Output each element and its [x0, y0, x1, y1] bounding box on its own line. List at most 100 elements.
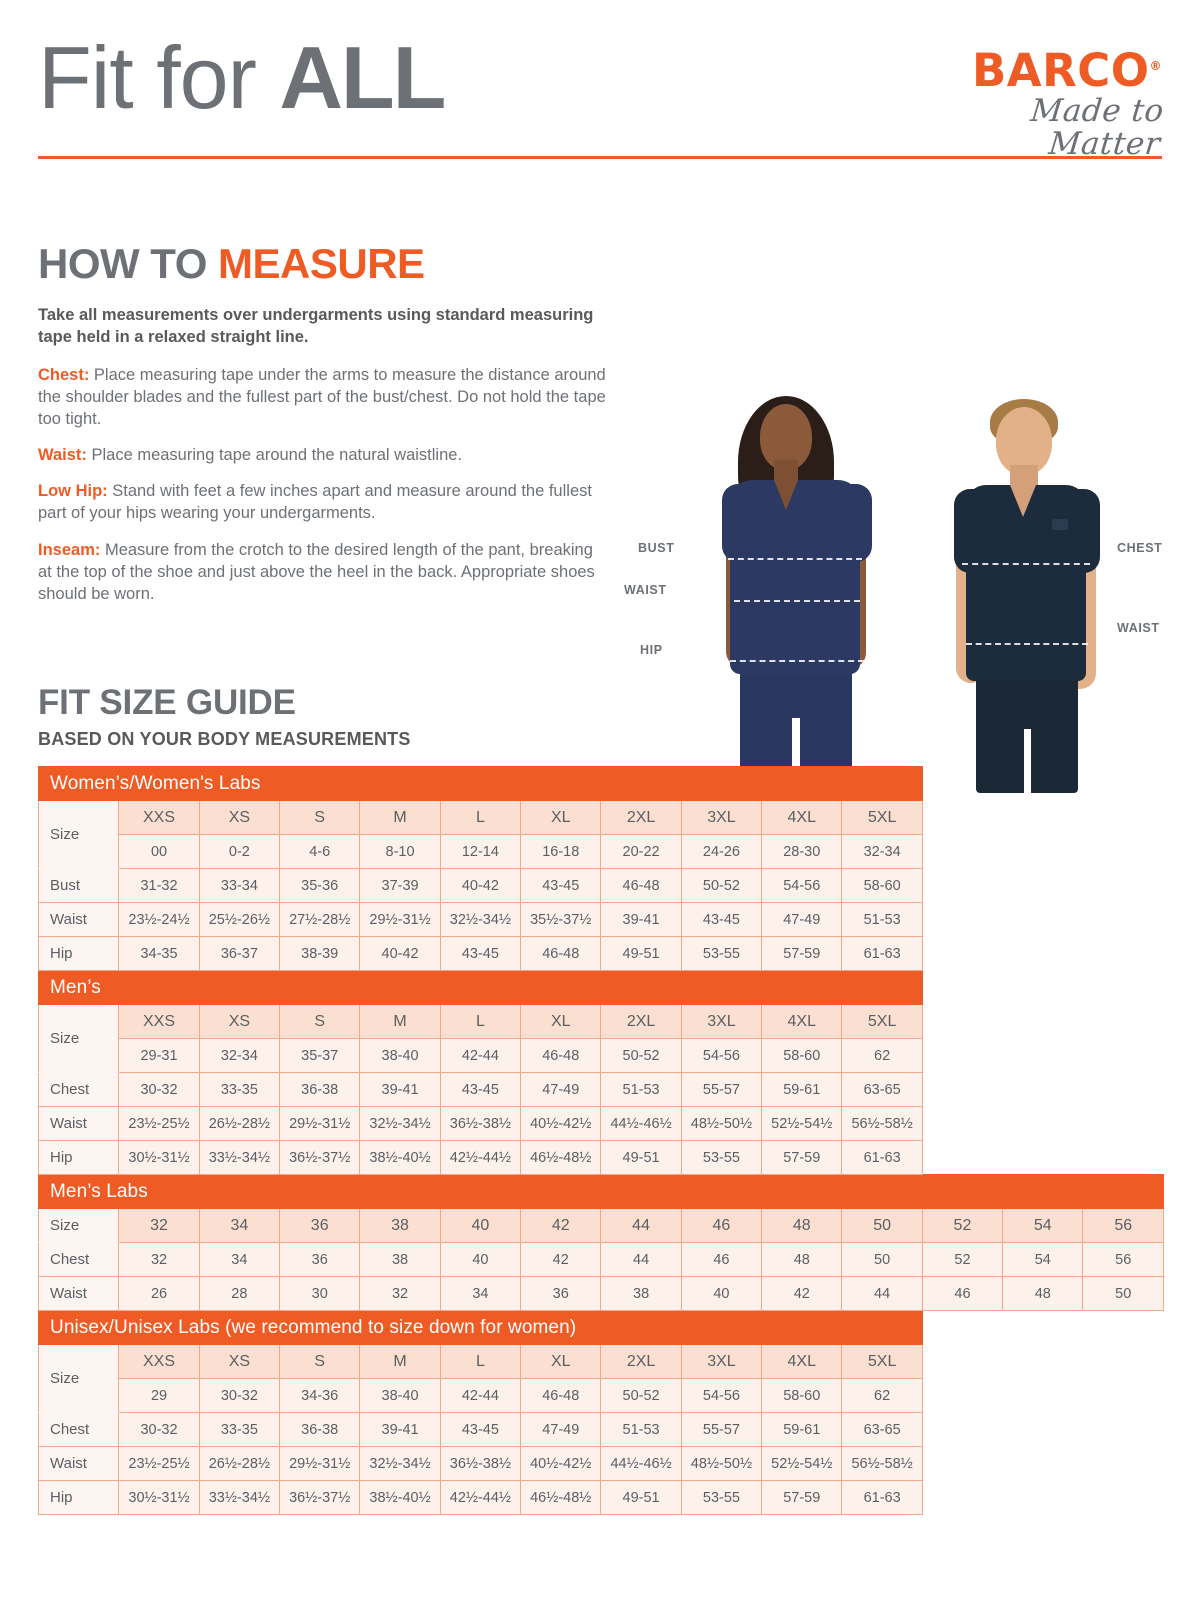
female-left-sleeve: [722, 484, 762, 562]
size-header-cell: 54: [1002, 1208, 1084, 1243]
numeric-size-cell: 46-48: [520, 1378, 602, 1413]
heading-plain: HOW TO: [38, 240, 219, 287]
table-band-unisex-unisex-labs-we-recommend-to-size-down-for-women: Unisex/Unisex Labs (we recommend to size…: [38, 1310, 1164, 1345]
numeric-size-cell: 32-34: [198, 1038, 281, 1073]
measurement-cell: 42½-44½: [439, 1140, 522, 1175]
size-header-cell: 34: [198, 1208, 281, 1243]
measurement-cell: 26½-28½: [198, 1446, 281, 1481]
measurement-cell: 48: [1002, 1276, 1084, 1311]
size-header-cell: 3XL: [680, 1344, 763, 1379]
size-row-label: Size: [37, 1208, 120, 1243]
measurement-cell: 53-55: [680, 1480, 763, 1515]
measurement-cell: 51-53: [600, 1072, 682, 1107]
numeric-size-cell: 29-31: [118, 1038, 200, 1073]
measurement-cell: 39-41: [359, 1072, 441, 1107]
measurement-cell: 36: [520, 1276, 602, 1311]
measurement-cell: 36: [279, 1242, 361, 1277]
measurement-cell: 48½-50½: [680, 1106, 763, 1141]
measurement-cell: 49-51: [600, 1140, 682, 1175]
measurement-cell: 53-55: [680, 1140, 763, 1175]
measure-item-chest: Chest: Place measuring tape under the ar…: [38, 364, 608, 430]
measurement-cell: 28: [198, 1276, 281, 1311]
barco-wordmark-text: BARCO: [971, 44, 1150, 97]
female-pants-gap: [792, 718, 800, 788]
male-model-figure: [940, 393, 1130, 793]
measurement-cell: 48: [761, 1242, 843, 1277]
size-header-cell: XS: [198, 800, 281, 835]
measurement-cell: 43-45: [680, 902, 763, 937]
measurement-cell: 52½-54½: [761, 1106, 843, 1141]
measurement-cell: 43-45: [520, 868, 602, 903]
fit-size-guide-section-header: FIT SIZE GUIDE BASED ON YOUR BODY MEASUR…: [38, 685, 411, 750]
page-title-light: Fit for: [38, 28, 280, 127]
measurement-cell: 51-53: [600, 1412, 682, 1447]
measurement-cell: 34: [439, 1276, 522, 1311]
size-header-cell: 5XL: [841, 1004, 923, 1039]
numeric-size-cell: 16-18: [520, 834, 602, 869]
measurement-cell: 30-32: [118, 1072, 200, 1107]
size-header-cell: 52: [921, 1208, 1004, 1243]
male-waist-label: WAIST: [1117, 621, 1160, 635]
barco-logo: BARCO® Made to Matter: [932, 48, 1166, 162]
measure-item-inseam-text: Measure from the crotch to the desired l…: [38, 540, 595, 603]
female-right-sleeve: [828, 484, 872, 562]
measurement-cell: 29½-31½: [359, 902, 441, 937]
measurement-cell: 57-59: [761, 1480, 843, 1515]
measurement-cell: 51-53: [841, 902, 923, 937]
size-row-label: Size: [37, 1344, 120, 1413]
size-header-row: Size 32 34 36 38 40 42 44 46 48 50 52 54 56: [37, 1208, 1164, 1243]
measure-item-inseam: Inseam: Measure from the crotch to the d…: [38, 539, 608, 605]
measurement-cell: 54: [1002, 1242, 1084, 1277]
measurement-cell: 52: [921, 1242, 1004, 1277]
measurement-cell: 32: [359, 1276, 441, 1311]
measurement-cell: 43-45: [439, 936, 522, 971]
measurement-cell: 29½-31½: [279, 1446, 361, 1481]
numeric-size-cell: 54-56: [680, 1038, 763, 1073]
measurement-cell: 32½-34½: [439, 902, 522, 937]
measurement-row-label: Chest: [37, 1242, 120, 1277]
size-header-cell: S: [279, 800, 361, 835]
measurement-cell: 36-38: [279, 1072, 361, 1107]
size-header-row: Size XXS XS S M L XL 2XL 3XL 4XL 5XL: [37, 1004, 1164, 1073]
measurement-cell: 53-55: [680, 936, 763, 971]
header-divider: [38, 156, 1162, 159]
female-neck: [774, 460, 798, 480]
measurement-cell: 52½-54½: [761, 1446, 843, 1481]
numeric-size-cell: 28-30: [761, 834, 843, 869]
fit-size-guide-subtitle: BASED ON YOUR BODY MEASUREMENTS: [38, 729, 411, 749]
measurement-cell: 23½-24½: [118, 902, 200, 937]
size-header-cell: 36: [279, 1208, 361, 1243]
measurement-cell: 36-37: [198, 936, 281, 971]
barco-tagline: Made to Matter: [1028, 93, 1166, 162]
waist-measure-line: [734, 600, 860, 602]
measure-intro-text: Take all measurements over undergarments…: [38, 306, 594, 346]
size-tables: Women’s/Women's Labs Size XXS XS S M L XL 2XL 3XL…: [37, 766, 1164, 1515]
measurement-cell: 44½-46½: [600, 1446, 682, 1481]
numeric-size-cell: 00: [118, 834, 200, 869]
measurement-cell: 55-57: [680, 1072, 763, 1107]
measurement-cell: 30½-31½: [118, 1480, 200, 1515]
measurement-cell: 46: [680, 1242, 763, 1277]
size-header-cell: 50: [841, 1208, 923, 1243]
table-band-label: Men’s Labs: [38, 1174, 1164, 1209]
numeric-size-cell: 54-56: [680, 1378, 763, 1413]
measurement-cell: 36½-38½: [439, 1106, 522, 1141]
size-header-cell: 38: [359, 1208, 441, 1243]
measurement-row-label: Waist: [37, 1276, 120, 1311]
table-band-men-s-labs: Men’s Labs: [38, 1174, 1164, 1209]
size-header-cell: 2XL: [600, 1004, 682, 1039]
page-header: Fit for ALL BARCO® Made to Matter: [38, 34, 1166, 172]
measure-item-low-hip-text: Stand with feet a few inches apart and m…: [38, 482, 592, 523]
measurement-cell: 54-56: [761, 868, 843, 903]
measurement-cell: 61-63: [841, 1140, 923, 1175]
measurement-cell: 38½-40½: [359, 1140, 441, 1175]
size-header-cell: 2XL: [600, 800, 682, 835]
bust-measure-line: [728, 558, 862, 560]
measurement-row-label: Waist: [37, 1106, 120, 1141]
measurement-row-label: Hip: [37, 936, 120, 971]
fit-size-guide-title: FIT SIZE GUIDE: [38, 683, 296, 722]
measurement-cell: 26: [118, 1276, 200, 1311]
size-header-cell: L: [439, 1344, 522, 1379]
registered-trademark-icon: ®: [1149, 59, 1162, 73]
